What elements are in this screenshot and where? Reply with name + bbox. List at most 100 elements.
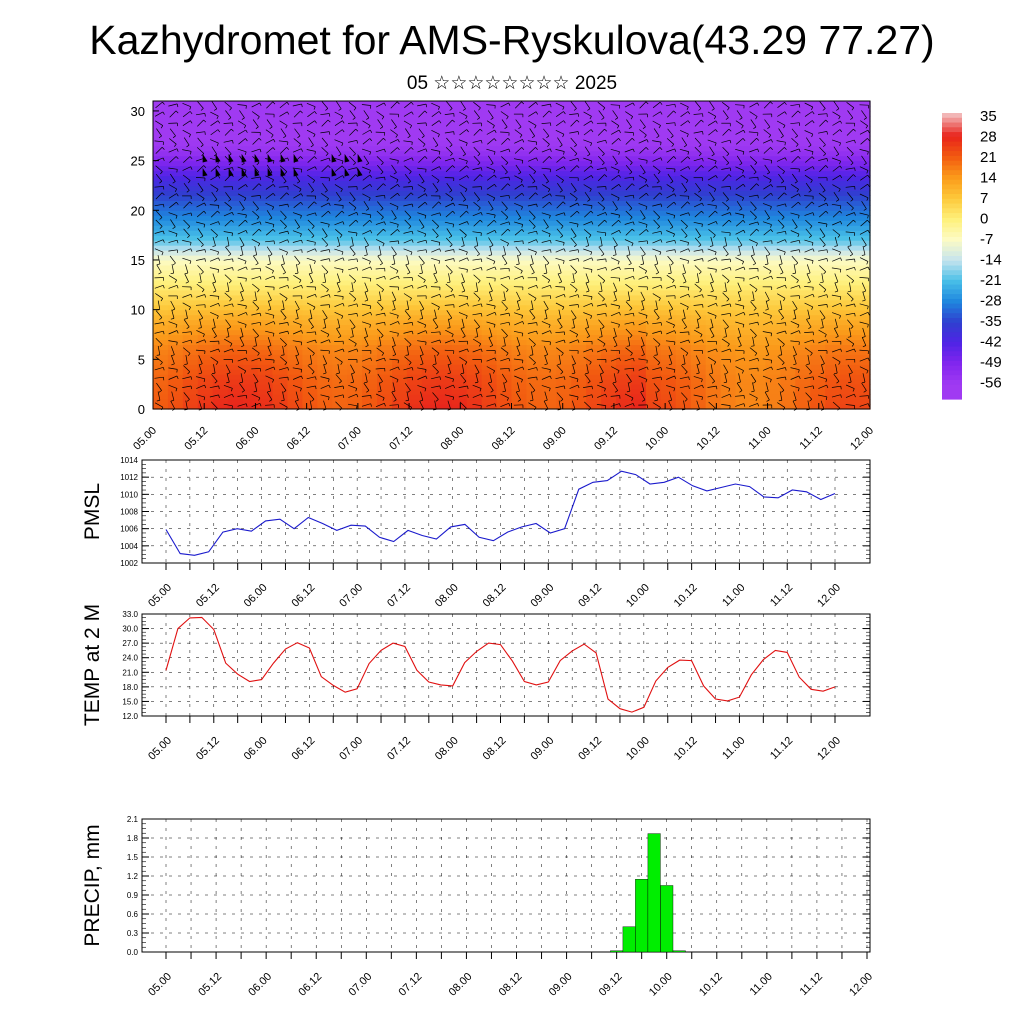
temperature-cell xyxy=(362,344,378,350)
wind-barb xyxy=(458,257,468,262)
temperature-cell xyxy=(227,245,244,251)
wind-barb xyxy=(156,382,162,391)
wind-barb-flag xyxy=(300,233,302,237)
temperature-cell xyxy=(451,304,468,311)
temperature-cell xyxy=(720,135,737,142)
wind-barb xyxy=(472,403,482,407)
wind-barb xyxy=(431,257,440,262)
temperature-cell xyxy=(526,185,542,192)
temperature-cell xyxy=(541,339,557,346)
wind-barb xyxy=(529,382,536,391)
wind-barb xyxy=(556,228,564,236)
temperature-cell xyxy=(571,160,587,167)
temperature-cell xyxy=(631,135,647,142)
temperature-cell xyxy=(436,279,453,286)
temperature-cell xyxy=(227,250,244,256)
temperature-cell xyxy=(421,120,438,127)
wind-barb xyxy=(459,111,468,117)
wind-barb xyxy=(500,393,509,399)
wind-barb-flag xyxy=(159,226,163,229)
temperature-cell xyxy=(362,274,378,281)
temperature-cell xyxy=(212,230,229,236)
wind-barb-flag xyxy=(521,184,525,188)
wind-barb-flag xyxy=(493,261,496,265)
temperature-cell xyxy=(212,264,229,271)
wind-barb xyxy=(156,264,162,273)
wind-barb-flag xyxy=(433,318,437,320)
wind-barb-flag xyxy=(352,117,356,120)
wind-barb-flag xyxy=(453,258,455,262)
wind-barb xyxy=(460,192,466,200)
temperature-cell xyxy=(616,344,632,350)
temperature-cell xyxy=(645,120,662,127)
wind-barb-flag xyxy=(300,110,303,114)
temperature-cell xyxy=(392,329,408,336)
wind-barb-flag xyxy=(439,212,442,216)
wind-barb xyxy=(197,119,204,127)
temperature-cell xyxy=(242,200,259,206)
temperature-cell xyxy=(675,324,692,331)
temperature-cell xyxy=(735,329,752,336)
wind-barb-flag xyxy=(397,192,400,197)
wind-barb xyxy=(361,303,371,307)
temperature-cell xyxy=(332,299,348,306)
temperature-cell xyxy=(257,120,274,127)
temperature-cell xyxy=(840,324,856,331)
temperature-cell xyxy=(317,289,333,296)
temperature-cell xyxy=(840,250,856,256)
temperature-cell xyxy=(601,210,617,216)
temperature-cell xyxy=(227,389,244,395)
wind-barb xyxy=(434,400,437,410)
wind-barb-flag xyxy=(256,216,260,220)
temperature-cell xyxy=(392,394,408,400)
temperature-cell xyxy=(780,364,796,370)
wind-barb xyxy=(185,400,188,410)
temperature-cell xyxy=(153,140,169,147)
wind-barb xyxy=(543,219,549,228)
wind-barb xyxy=(320,202,330,208)
temperature-cell xyxy=(631,329,647,336)
temperature-cell xyxy=(631,220,647,226)
temperature-cell xyxy=(571,220,587,226)
wind-barb-flag xyxy=(408,217,412,220)
temperature-cell xyxy=(705,140,722,147)
temperature-cell xyxy=(227,185,244,192)
wind-barb-flag xyxy=(411,231,414,235)
temperature-cell xyxy=(840,195,856,201)
wind-barb-flag xyxy=(380,308,384,311)
temperature-cell xyxy=(197,255,214,261)
wind-barb xyxy=(514,139,523,144)
temperature-cell xyxy=(421,264,438,271)
temperature-cell xyxy=(347,180,363,187)
temperature-cell xyxy=(705,324,722,331)
temperature-cell xyxy=(272,324,289,331)
wind-barb-flag xyxy=(493,170,496,174)
wind-barb xyxy=(431,376,440,380)
temperature-cell xyxy=(182,195,199,201)
wind-barb-flag xyxy=(287,204,289,208)
wind-barb-flag xyxy=(563,212,566,216)
temperature-cell xyxy=(377,314,393,321)
temperature-cell xyxy=(332,334,348,341)
wind-barb-flag xyxy=(225,290,229,293)
wind-barb-flag xyxy=(494,312,497,316)
wind-barb-flag xyxy=(287,322,289,326)
temperature-cell xyxy=(451,259,468,266)
wind-barb xyxy=(168,275,177,281)
temperature-cell xyxy=(660,250,677,256)
temperature-cell xyxy=(526,394,542,400)
wind-barb xyxy=(212,236,216,246)
wind-barb xyxy=(391,210,397,219)
wind-barb-flag xyxy=(286,252,288,256)
temperature-cell xyxy=(272,125,289,132)
temperature-cell xyxy=(496,150,513,157)
wind-barb xyxy=(279,101,288,109)
wind-barb xyxy=(389,321,399,326)
wind-barb xyxy=(238,184,246,190)
temperature-cell xyxy=(705,115,722,122)
temperature-cell xyxy=(735,314,752,321)
temperature-cell xyxy=(780,324,796,331)
wind-barb-flag xyxy=(240,290,244,293)
wind-barb xyxy=(196,339,205,344)
wind-barb-flag xyxy=(494,230,497,234)
